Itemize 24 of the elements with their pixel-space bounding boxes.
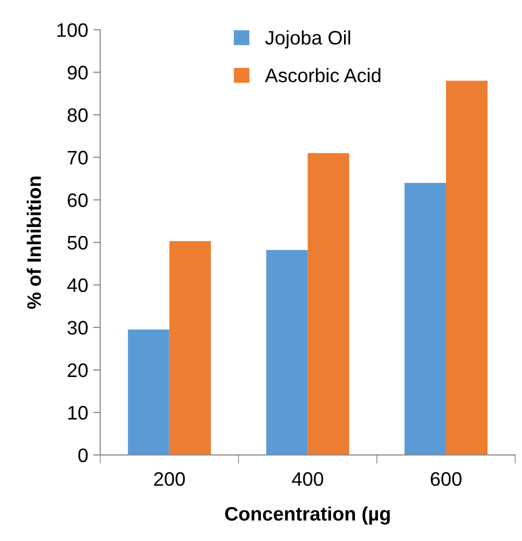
x-axis-title: Concentration (µg bbox=[225, 506, 390, 525]
y-tick-label: 50 bbox=[68, 236, 88, 250]
bar bbox=[308, 153, 350, 455]
bar bbox=[266, 250, 308, 455]
y-axis-title: % of Inhibition bbox=[26, 176, 42, 309]
bar bbox=[404, 182, 446, 455]
bar bbox=[128, 330, 170, 455]
y-tick-label: 10 bbox=[68, 406, 88, 420]
legend-label: Jojoba Oil bbox=[265, 30, 350, 48]
x-tick-label: 400 bbox=[292, 472, 324, 486]
y-tick-label: 100 bbox=[57, 23, 88, 37]
bar bbox=[169, 241, 211, 455]
y-tick-label: 60 bbox=[68, 193, 88, 208]
bar bbox=[446, 80, 488, 455]
y-tick-label: 70 bbox=[68, 150, 88, 165]
y-tick-label: 0 bbox=[78, 448, 88, 462]
y-tick-label: 20 bbox=[68, 363, 88, 378]
y-tick-label: 30 bbox=[68, 320, 88, 335]
y-tick-label: 80 bbox=[68, 108, 88, 122]
x-tick-label: 600 bbox=[430, 472, 462, 486]
y-tick-label: 40 bbox=[67, 278, 88, 292]
y-tick-label: 90 bbox=[68, 66, 88, 80]
legend-label: Ascorbic Acid bbox=[264, 68, 380, 82]
x-tick-label: 200 bbox=[154, 472, 185, 486]
